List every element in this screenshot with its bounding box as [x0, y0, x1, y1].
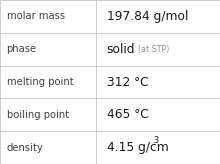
Text: phase: phase [7, 44, 37, 54]
Text: melting point: melting point [7, 77, 73, 87]
Text: boiling point: boiling point [7, 110, 69, 120]
Text: density: density [7, 143, 43, 153]
Text: 4.15 g/cm: 4.15 g/cm [107, 141, 169, 154]
Text: 465 °C: 465 °C [107, 108, 148, 121]
Text: solid: solid [107, 43, 135, 56]
Text: 197.84 g/mol: 197.84 g/mol [107, 10, 188, 23]
Text: molar mass: molar mass [7, 11, 65, 21]
Text: 312 °C: 312 °C [107, 75, 148, 89]
Text: 3: 3 [154, 136, 159, 145]
Text: (at STP): (at STP) [138, 45, 169, 54]
